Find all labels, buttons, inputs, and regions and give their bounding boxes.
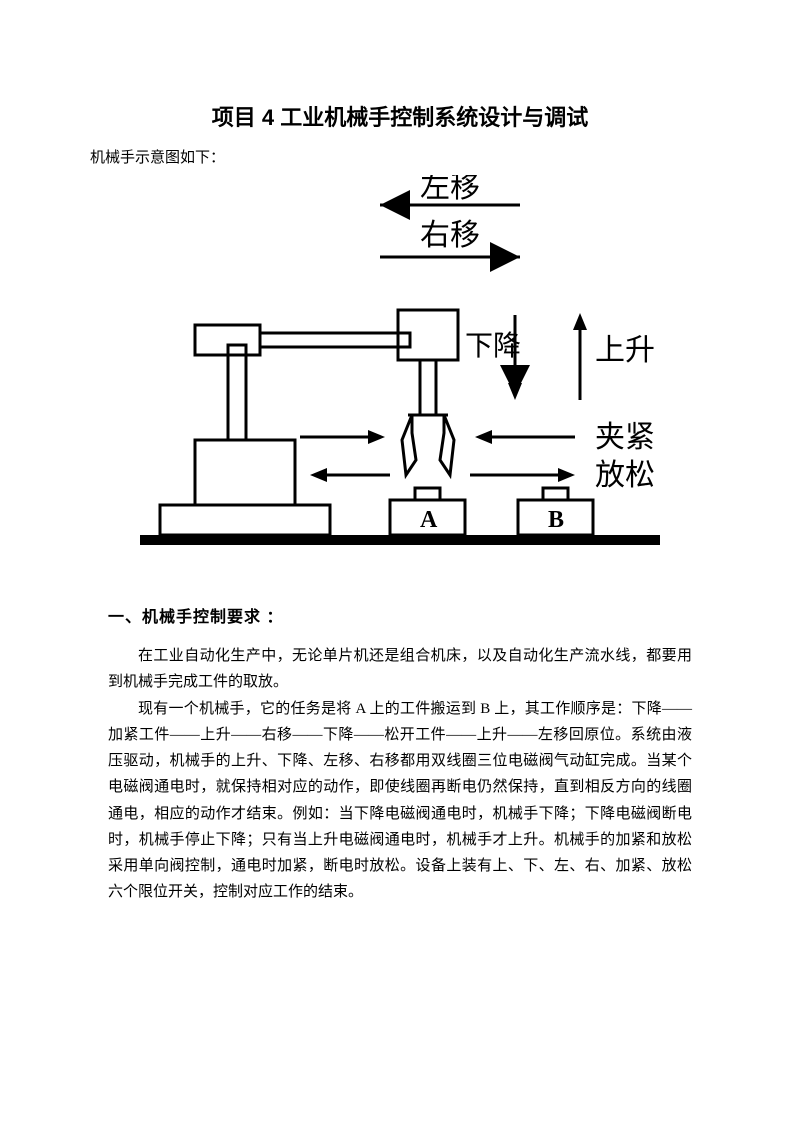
- arrow-release-left: [310, 468, 390, 482]
- block-a: A: [390, 488, 465, 535]
- block-b: B: [518, 488, 593, 535]
- base-column-upper: [195, 440, 295, 505]
- section-1-para-1: 在工业自动化生产中，无论单片机还是组合机床，以及自动化生产流水线，都要用到机械手…: [108, 643, 692, 696]
- robot-arm-diagram: A B 左移 右移 下降: [120, 175, 680, 575]
- label-up: 上升: [595, 334, 655, 367]
- base-plate: [160, 505, 330, 535]
- arrow-clamp-left: [300, 430, 385, 444]
- block-b-label: B: [548, 507, 564, 533]
- diagram-container: A B 左移 右移 下降: [90, 175, 710, 575]
- label-right-move: 右移: [420, 219, 480, 252]
- arrow-clamp-right: [475, 430, 575, 444]
- block-a-label: A: [420, 507, 438, 533]
- vertical-post: [228, 345, 246, 440]
- label-down: 下降: [465, 330, 521, 362]
- page-title: 项目 4 工业机械手控制系统设计与调试: [90, 100, 710, 132]
- gripper: [402, 415, 454, 475]
- section-1-para-2: 现有一个机械手，它的任务是将 A 上的工件搬运到 B 上，其工作顺序是：下降——…: [108, 696, 692, 906]
- label-left-move: 左移: [420, 175, 480, 204]
- arrow-release-right: [470, 468, 575, 482]
- label-clamp: 夹紧: [595, 421, 655, 454]
- section-1-heading: 一、机械手控制要求 ：: [108, 603, 710, 627]
- arm-horizontal: [260, 333, 410, 347]
- diagram-caption: 机械手示意图如下：: [90, 146, 710, 167]
- arrow-up: [573, 313, 587, 400]
- down-rod: [420, 360, 436, 415]
- carriage: [398, 310, 458, 360]
- label-release: 放松: [595, 459, 655, 492]
